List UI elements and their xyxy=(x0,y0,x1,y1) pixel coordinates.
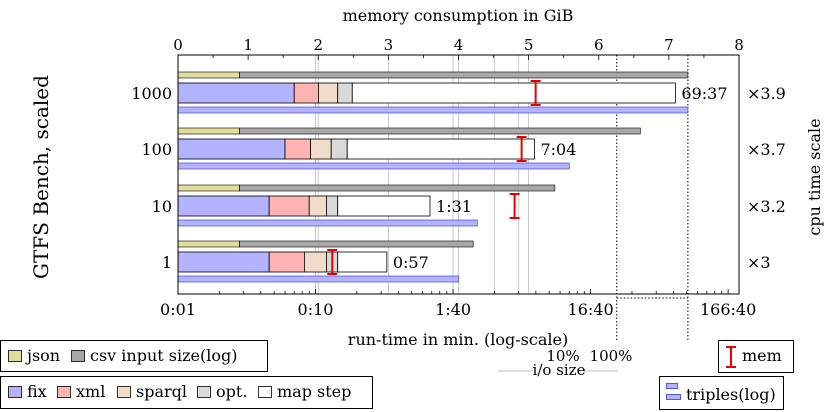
cpu-scale-label: ×3 xyxy=(747,253,771,272)
bottom-tick-label: 0:10 xyxy=(298,300,334,319)
y-axis-title-left: GTFS Bench, scaled xyxy=(29,75,53,279)
runtime-segment-fix xyxy=(177,138,286,160)
legend-label-map: map step xyxy=(277,382,351,401)
csv-input-bar xyxy=(239,184,556,192)
bottom-tick-label: 1:40 xyxy=(435,300,471,319)
legend-label-triples: triples(log) xyxy=(686,385,776,404)
triples-icon-bottom xyxy=(666,394,681,400)
legend-swatch-csv xyxy=(71,350,85,362)
legend-steps: fix xml sparql opt. map step xyxy=(0,376,373,409)
category-label: 1 xyxy=(162,253,172,272)
axis-ticks xyxy=(177,55,740,294)
runtime-segment-xml xyxy=(268,251,305,273)
legend-label-xml: xml xyxy=(76,382,105,401)
runtime-label: 7:04 xyxy=(540,140,576,159)
top-axis-title: memory consumption in GiB xyxy=(343,6,574,25)
legend-label-sparql: sparql xyxy=(136,382,187,401)
legend-label-fix: fix xyxy=(27,382,47,401)
top-tick-label: 2 xyxy=(313,36,323,54)
io-mark-10: 10% xyxy=(546,347,579,365)
legend-mem: mem xyxy=(718,340,794,373)
legend-swatch-opt xyxy=(197,386,211,398)
runtime-label: 1:31 xyxy=(436,197,472,216)
cpu-scale-label: ×3.2 xyxy=(747,197,786,216)
legend-swatch-map xyxy=(258,386,272,398)
csv-input-bar xyxy=(239,127,641,135)
io-size-legend: 10% 100% i/o size xyxy=(498,347,632,379)
category-label: 100 xyxy=(141,140,172,159)
y-axis-title-right: cpu time scale xyxy=(805,118,824,235)
legend-swatch-sparql xyxy=(117,386,131,398)
top-tick-label: 5 xyxy=(524,36,534,54)
top-tick-label: 3 xyxy=(384,36,394,54)
legend-label-opt: opt. xyxy=(216,382,247,401)
triples-bar xyxy=(177,162,570,170)
json-input-bar xyxy=(177,184,240,192)
runtime-segment-opt xyxy=(326,195,339,217)
runtime-label: 69:37 xyxy=(681,84,727,103)
memory-marker xyxy=(516,136,527,162)
mem-icon xyxy=(726,346,736,368)
runtime-segment-sparql xyxy=(310,138,332,160)
top-tick-label: 0 xyxy=(173,36,183,54)
json-input-bar xyxy=(177,71,240,79)
legend-input: json csv input size(log) xyxy=(0,340,268,372)
runtime-segment-mapstep xyxy=(346,138,535,160)
runtime-segment-fix xyxy=(177,195,270,217)
cpu-scale-label: ×3.7 xyxy=(747,140,786,159)
memory-marker xyxy=(530,80,541,106)
triples-bar xyxy=(177,106,689,114)
top-tick-label: 4 xyxy=(454,36,464,54)
runtime-segment-mapstep xyxy=(337,195,431,217)
triples-bar xyxy=(177,275,460,283)
category-label: 1000 xyxy=(131,84,172,103)
memory-marker xyxy=(327,249,338,275)
memory-marker xyxy=(509,193,520,219)
top-tick-label: 6 xyxy=(594,36,604,54)
legend-triples: triples(log) xyxy=(659,376,784,410)
legend-swatch-fix xyxy=(8,386,22,398)
top-tick-label: 1 xyxy=(243,36,253,54)
runtime-segment-mapstep xyxy=(351,82,676,104)
runtime-segment-sparql xyxy=(303,251,327,273)
runtime-label: 0:57 xyxy=(393,253,429,272)
triples-bar xyxy=(177,219,478,227)
legend-swatch-xml xyxy=(57,386,71,398)
legend-label-json: json xyxy=(25,346,60,365)
csv-input-bar xyxy=(239,71,689,79)
bottom-tick-label: 166:40 xyxy=(700,300,756,319)
json-input-bar xyxy=(177,127,240,135)
legend-label-mem: mem xyxy=(742,346,782,365)
legend-swatch-json xyxy=(8,350,22,362)
json-input-bar xyxy=(177,240,240,248)
runtime-segment-sparql xyxy=(318,82,339,104)
runtime-segment-xml xyxy=(268,195,310,217)
bottom-tick-label: 16:40 xyxy=(568,300,614,319)
x-axis-title: run-time in min. (log-scale) xyxy=(348,330,568,349)
csv-input-bar xyxy=(239,240,474,248)
runtime-segment-sparql xyxy=(308,195,327,217)
io-size-label: i/o size xyxy=(533,361,586,379)
io-mark-100: 100% xyxy=(590,347,633,365)
category-label: 10 xyxy=(152,197,172,216)
bars xyxy=(177,71,689,283)
legend-label-csv: csv input size(log) xyxy=(90,346,237,365)
runtime-segment-opt xyxy=(330,138,348,160)
top-tick-label: 8 xyxy=(734,36,744,54)
runtime-segment-fix xyxy=(177,82,295,104)
runtime-segment-mapstep xyxy=(337,251,388,273)
top-tick-label: 7 xyxy=(664,36,674,54)
runtime-segment-xml xyxy=(293,82,319,104)
bottom-tick-label: 0:01 xyxy=(160,300,196,319)
triples-icon-top xyxy=(666,383,678,389)
cpu-scale-label: ×3.9 xyxy=(747,84,786,103)
runtime-segment-opt xyxy=(337,82,353,104)
runtime-segment-xml xyxy=(284,138,311,160)
runtime-segment-fix xyxy=(177,251,270,273)
